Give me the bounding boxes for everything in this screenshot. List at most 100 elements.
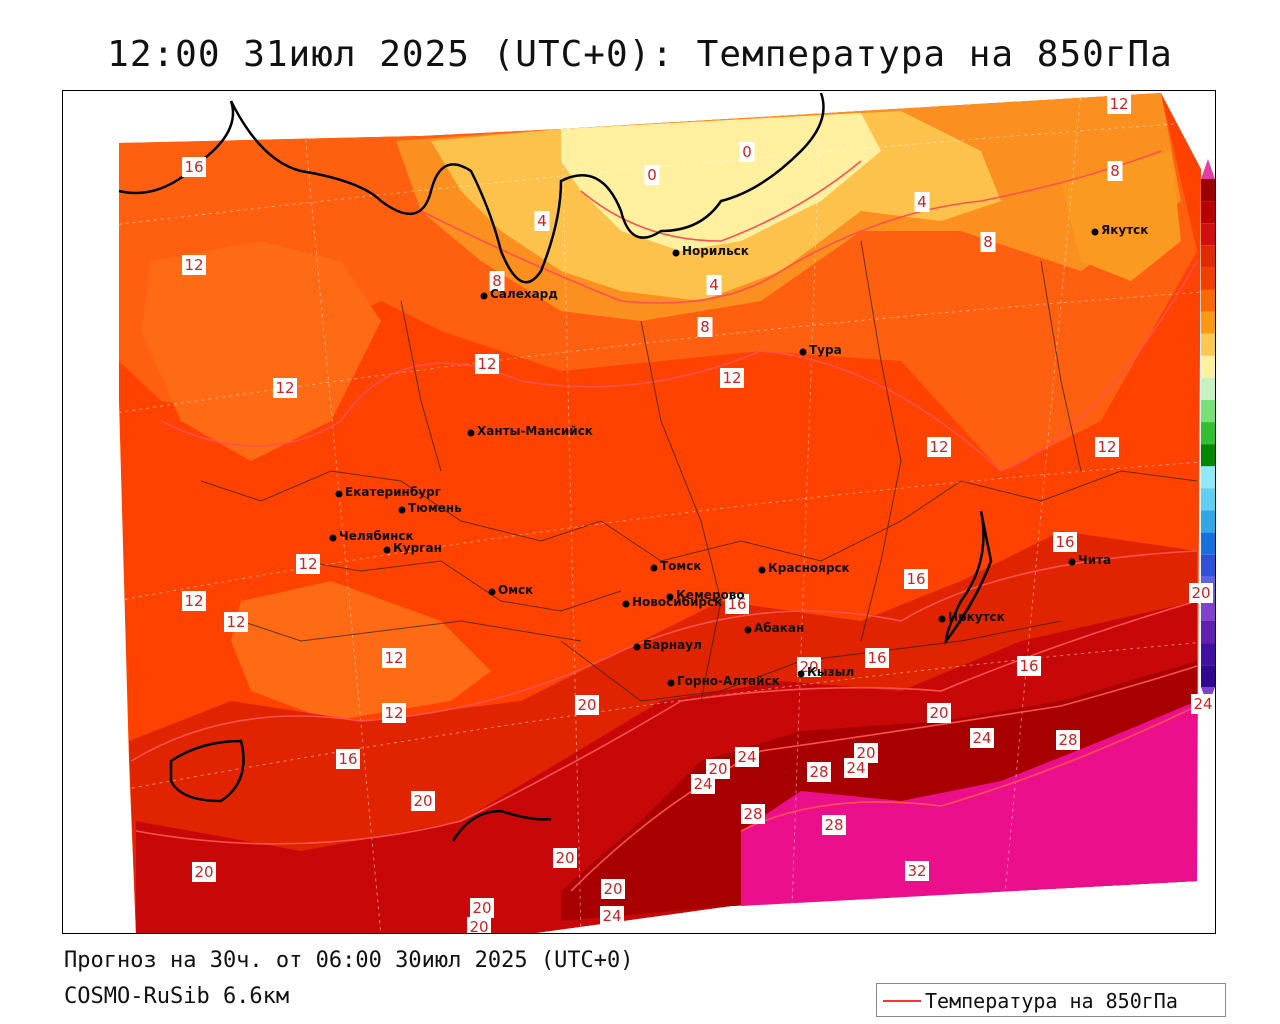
isotherm-label-text: 20 [1191, 584, 1210, 602]
isotherm-label-text: 16 [867, 649, 886, 667]
isotherm-label-text: 12 [384, 649, 403, 667]
coastlines [118, 92, 993, 842]
city-dot [1091, 228, 1099, 236]
isotherm-label-text: 28 [1058, 731, 1077, 749]
colorbar-swatch [1201, 466, 1215, 489]
isotherm-label: 12 [182, 591, 206, 611]
isotherm-label-box [182, 157, 206, 177]
isotherm-label: 16 [904, 569, 928, 589]
city-label: Екатеринбург [345, 485, 441, 499]
colorbar-swatch [1201, 201, 1215, 224]
isotherm-label-text: 12 [275, 379, 294, 397]
colorbar-swatch [1201, 665, 1215, 688]
isotherm-label-text: 16 [906, 570, 925, 588]
map-panel: 2824201612840-4-8-12-16-20-24-28-32-36-4… [62, 90, 1216, 934]
isotherm-label-text: 28 [824, 816, 843, 834]
city-label: Омск [498, 583, 533, 597]
isotherm-label-text: 12 [722, 369, 741, 387]
temp-zone-12-west [141, 241, 381, 461]
city-label: Тура [809, 343, 842, 357]
isotherm-label: 12 [296, 554, 320, 574]
isotherm-label: 24 [735, 747, 759, 767]
colorbar-swatch [1201, 400, 1215, 423]
isotherm-label: 24 [691, 774, 715, 794]
isotherm-label-box [575, 695, 599, 715]
isotherm-label-box [904, 569, 928, 589]
isotherm-label-text: 12 [298, 555, 317, 573]
isotherm-label-text: 4 [917, 193, 927, 211]
isotherm-label-box [296, 554, 320, 574]
isotherm-label-box [182, 255, 206, 275]
isotherm-label-text: 20 [469, 918, 488, 934]
isotherm-label-text: 0 [742, 143, 752, 161]
legend-label: Температура на 850гПа [925, 989, 1178, 1013]
city-dot [398, 506, 406, 514]
isotherm-label-box [273, 378, 297, 398]
isotherm-label: 0 [644, 165, 660, 185]
isotherm-label-text: 12 [184, 592, 203, 610]
isotherm-label-box [1107, 161, 1123, 181]
isotherm-label: 12 [182, 255, 206, 275]
isotherm-label-text: 12 [226, 613, 245, 631]
isotherm-label-text: 12 [929, 438, 948, 456]
city-label: Кемерово [676, 588, 745, 602]
isotherm-label-box [382, 648, 406, 668]
isotherm-label: 12 [1107, 94, 1131, 114]
isotherm-label-text: 20 [472, 899, 491, 917]
isotherm-label-text: 8 [700, 318, 710, 336]
isotherm-label-box [644, 165, 660, 185]
isotherm-label-box [467, 917, 491, 933]
isotherm-label-text: 24 [737, 748, 756, 766]
isotherm-label-box [697, 317, 713, 337]
isotherm-label: 12 [224, 612, 248, 632]
city-dot [633, 643, 641, 651]
isotherm-label-text: 24 [846, 759, 865, 777]
city-label: Тюмень [408, 501, 462, 515]
city-dot [622, 600, 630, 608]
isotherm-label-text: 24 [602, 907, 621, 925]
isotherm-label: 20 [470, 898, 494, 918]
city-dot [938, 615, 946, 623]
isotherm-label-box [489, 271, 505, 291]
isotherm-label-box [980, 232, 996, 252]
city-label: Салехард [490, 287, 558, 301]
city-dot [744, 626, 752, 634]
temperature-map: 2824201612840-4-8-12-16-20-24-28-32-36-4… [63, 91, 1215, 934]
isotherm-label: 4 [706, 275, 722, 295]
isotherm-label: 16 [182, 157, 206, 177]
isotherm-label-box [336, 749, 360, 769]
isotherm-label: 20 [1189, 583, 1213, 603]
isotherm-label-box [927, 703, 951, 723]
city-label: Иркутск [948, 610, 1005, 624]
isotherm-label-box [914, 192, 930, 212]
colorbar-swatch [1201, 444, 1215, 467]
isotherm-label: 20 [575, 695, 599, 715]
isotherm-label-box [905, 861, 929, 881]
colorbar: 2824201612840-4-8-12-16-20-24-28-32-36-4… [1201, 159, 1215, 706]
isotherm-label-text: 24 [972, 729, 991, 747]
isotherm-label-text: 12 [184, 256, 203, 274]
isotherm-label-text: 20 [929, 704, 948, 722]
city-dot [488, 588, 496, 596]
city-dot [797, 670, 805, 678]
city-dot [1068, 558, 1076, 566]
isotherm-label-text: 20 [708, 760, 727, 778]
isotherm-label-box [600, 906, 624, 926]
city-dot [335, 490, 343, 498]
isotherm-label-text: 8 [492, 272, 502, 290]
isotherm-label: 8 [697, 317, 713, 337]
temp-zone-12-southwest [231, 581, 491, 721]
isotherm-label: 8 [1107, 161, 1123, 181]
isotherm-label-text: 4 [537, 212, 547, 230]
isotherm-label-box [534, 211, 550, 231]
isotherm-label-text: 0 [647, 166, 657, 184]
colorbar-swatch [1201, 510, 1215, 533]
isotherm-label: 16 [725, 594, 749, 614]
isotherm-label-box [927, 437, 951, 457]
isotherm-label-box [720, 368, 744, 388]
colorbar-swatch [1201, 179, 1215, 202]
isotherm-label-box [691, 774, 715, 794]
isotherm-label: 20 [553, 848, 577, 868]
isotherm-label: 4 [914, 192, 930, 212]
city-dot [758, 566, 766, 574]
